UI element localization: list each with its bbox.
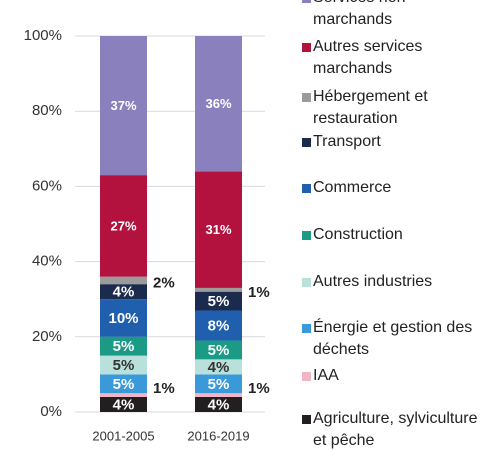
legend-swatch [302,231,311,240]
bar-segment [195,393,242,397]
data-label: 2% [153,274,175,291]
bar-segment [100,276,147,285]
legend-item: Autres services marchands [302,36,482,80]
data-label: 10% [108,310,138,327]
legend-label: Hébergement et restauration [313,88,428,127]
legend-item: Énergie et gestion des déchets [302,317,482,361]
data-label: 27% [110,218,136,233]
legend-swatch [302,278,311,287]
legend-label: Autres industries [313,273,433,290]
legend-label: Agriculture, sylviculture et pêche [313,410,478,449]
data-label: 4% [208,359,230,376]
legend-item: Services non marchands [302,0,482,31]
bar-segment [100,36,147,176]
legend-item: Agriculture, sylviculture et pêche [302,408,482,450]
bar-segment [100,336,147,356]
legend-swatch [302,43,311,52]
y-tick-label: 80% [32,102,62,119]
legend-label: Transport [313,133,381,150]
legend-item: Commerce [302,177,482,199]
bar-segment [100,175,147,277]
legend-label: Services non marchands [313,0,406,28]
data-label: 5% [208,342,230,359]
data-label: 8% [208,317,230,334]
legend-item: Transport [302,131,482,153]
data-label: 5% [113,338,135,355]
legend-swatch [302,415,311,424]
bar-segment [195,36,242,172]
x-tick-label: 2001-2005 [92,428,154,443]
legend-label: Autres services marchands [313,38,423,77]
data-label: 1% [153,380,175,397]
bar-segment [195,291,242,311]
legend-item: Hébergement et restauration [302,86,482,130]
bar-segment [100,374,147,394]
legend-item: Autres industries [302,271,482,293]
data-label: 5% [113,376,135,393]
legend-item: Construction [302,224,482,246]
bar-segment [195,396,242,412]
bar-segment [100,355,147,375]
legend-swatch [302,372,311,381]
data-label: 31% [205,222,231,237]
bar-segment [195,374,242,394]
y-tick-label: 20% [32,328,62,345]
legend-item: IAA [302,365,482,387]
data-label: 4% [113,284,135,301]
bar-segment [195,287,242,292]
data-label: 5% [208,293,230,310]
bar-segment [195,359,242,375]
data-label: 4% [113,396,135,413]
bar-segment [100,284,147,300]
bar-segment [100,299,147,337]
legend-swatch [302,93,311,102]
y-tick-label: 60% [32,177,62,194]
legend-label: IAA [313,367,339,384]
data-label: 1% [248,380,270,397]
bar-segment [195,340,242,360]
data-label: 1% [248,284,270,301]
bar-segment [195,171,242,288]
legend-swatch [302,138,311,147]
x-tick-label: 2016-2019 [187,428,249,443]
data-label: 4% [208,396,230,413]
y-tick-label: 100% [24,27,62,44]
y-tick-label: 0% [40,403,62,420]
legend-label: Énergie et gestion des déchets [313,319,473,358]
legend-swatch [302,184,311,193]
data-label: 5% [208,376,230,393]
data-label: 37% [110,98,136,113]
bar-segment [195,310,242,341]
y-tick-label: 40% [32,253,62,270]
legend-swatch [302,324,311,333]
bar-segment [100,396,147,412]
legend-swatch [302,0,311,3]
data-label: 5% [113,357,135,374]
legend-label: Construction [313,226,403,243]
data-label: 36% [205,96,231,111]
bar-segment [100,393,147,397]
legend-label: Commerce [313,179,392,196]
